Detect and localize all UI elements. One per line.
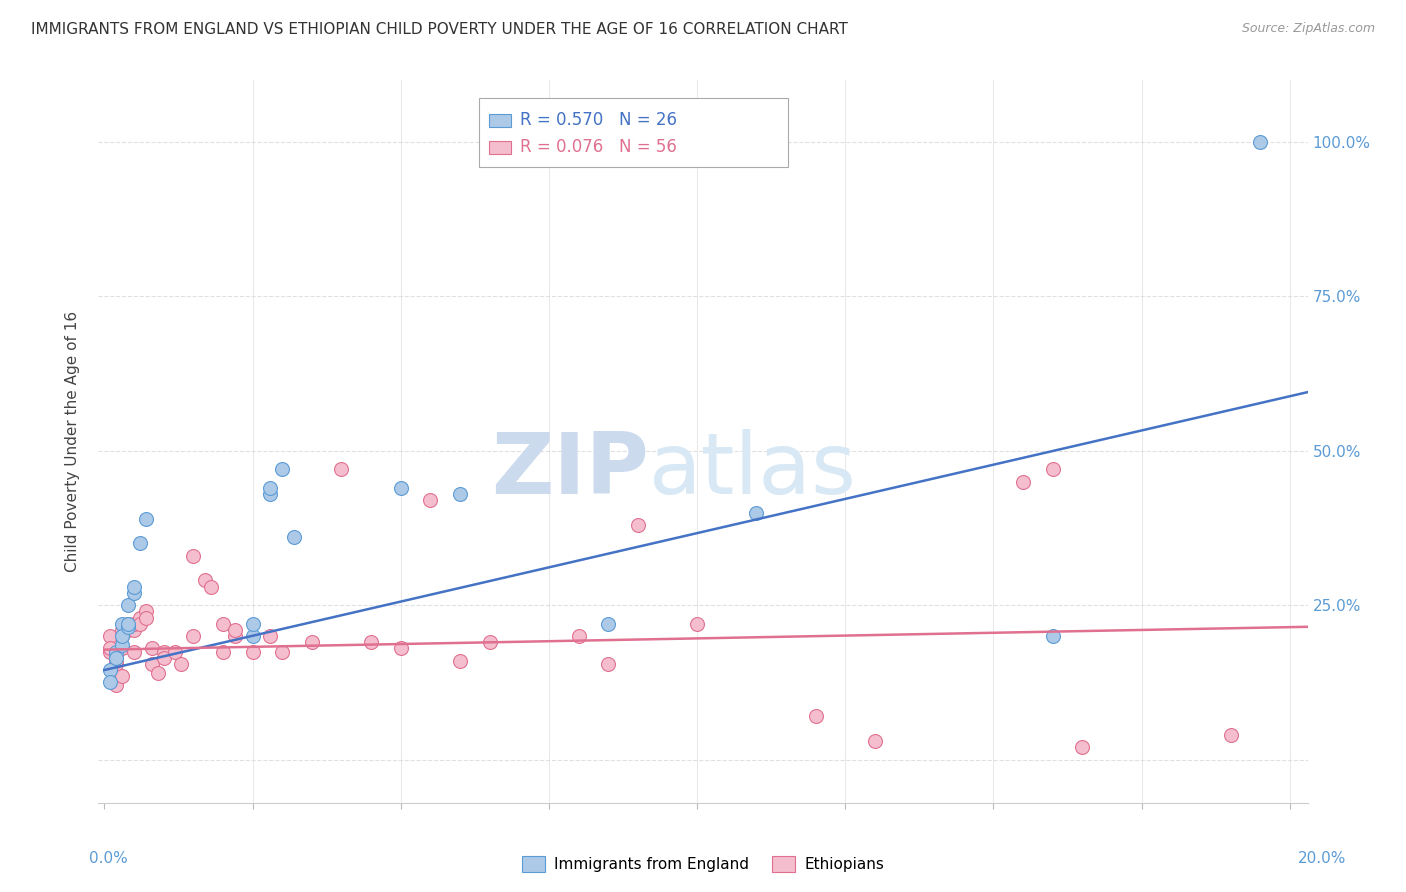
Point: [389, 481, 412, 495]
Text: ZIP: ZIP: [491, 429, 648, 512]
Point: [129, 610, 152, 624]
Point: [122, 623, 145, 637]
Point: [1042, 462, 1064, 476]
Point: [627, 517, 650, 532]
Point: [98, 629, 121, 643]
Point: [745, 506, 768, 520]
Point: [111, 629, 134, 643]
Point: [194, 574, 217, 588]
Point: [122, 616, 145, 631]
Point: [449, 487, 471, 501]
Point: [117, 616, 139, 631]
Point: [141, 641, 163, 656]
Point: [111, 669, 134, 683]
Point: [389, 641, 412, 656]
Point: [1012, 475, 1035, 489]
Point: [135, 512, 157, 526]
Point: [804, 709, 827, 723]
Point: [129, 536, 152, 550]
Point: [111, 638, 134, 652]
Point: [283, 530, 305, 544]
Point: [259, 629, 281, 643]
Point: [212, 644, 235, 658]
Point: [224, 629, 246, 643]
Point: [152, 650, 174, 665]
Point: [165, 644, 187, 658]
Point: [330, 462, 353, 476]
Text: atlas: atlas: [648, 429, 856, 512]
Point: [242, 629, 264, 643]
Point: [105, 657, 128, 671]
Point: [105, 648, 128, 662]
Point: [224, 623, 246, 637]
Point: [122, 580, 145, 594]
Point: [135, 610, 157, 624]
Point: [111, 641, 134, 656]
Point: [111, 623, 134, 637]
Text: R = 0.076   N = 56: R = 0.076 N = 56: [520, 138, 678, 156]
Point: [686, 616, 709, 631]
Point: [200, 580, 222, 594]
Point: [129, 616, 152, 631]
Point: [242, 616, 264, 631]
Point: [98, 641, 121, 656]
Bar: [489, 141, 510, 154]
Point: [122, 586, 145, 600]
Point: [598, 616, 620, 631]
Text: 20.0%: 20.0%: [1298, 851, 1346, 865]
Point: [105, 650, 128, 665]
Point: [105, 654, 128, 668]
Point: [301, 635, 323, 649]
Text: IMMIGRANTS FROM ENGLAND VS ETHIOPIAN CHILD POVERTY UNDER THE AGE OF 16 CORRELATI: IMMIGRANTS FROM ENGLAND VS ETHIOPIAN CHI…: [31, 22, 848, 37]
Point: [98, 675, 121, 690]
Point: [152, 644, 174, 658]
Point: [478, 635, 501, 649]
Bar: [489, 113, 510, 127]
Point: [212, 616, 235, 631]
Point: [360, 635, 382, 649]
Point: [105, 678, 128, 692]
Point: [141, 657, 163, 671]
Text: R = 0.570   N = 26: R = 0.570 N = 26: [520, 111, 678, 129]
Point: [1042, 629, 1064, 643]
Point: [117, 620, 139, 634]
Point: [598, 657, 620, 671]
Point: [135, 604, 157, 618]
Point: [105, 644, 128, 658]
Point: [449, 654, 471, 668]
Point: [863, 734, 886, 748]
Point: [111, 616, 134, 631]
Point: [122, 644, 145, 658]
Point: [271, 644, 294, 658]
Point: [117, 620, 139, 634]
Point: [271, 462, 294, 476]
Point: [242, 644, 264, 658]
Point: [567, 629, 589, 643]
Point: [419, 493, 441, 508]
Point: [259, 481, 281, 495]
Point: [117, 598, 139, 612]
Point: [117, 623, 139, 637]
Y-axis label: Child Poverty Under the Age of 16: Child Poverty Under the Age of 16: [65, 311, 80, 572]
Point: [1249, 135, 1271, 149]
Point: [1219, 728, 1241, 742]
Point: [170, 657, 193, 671]
Point: [181, 549, 204, 563]
Point: [181, 629, 204, 643]
Text: Source: ZipAtlas.com: Source: ZipAtlas.com: [1241, 22, 1375, 36]
Text: 0.0%: 0.0%: [89, 851, 128, 865]
Legend: Immigrants from England, Ethiopians: Immigrants from England, Ethiopians: [516, 850, 890, 879]
Point: [98, 663, 121, 677]
Point: [117, 616, 139, 631]
Point: [146, 666, 169, 681]
Point: [1071, 740, 1094, 755]
FancyBboxPatch shape: [479, 98, 787, 167]
Point: [259, 487, 281, 501]
Point: [98, 644, 121, 658]
Point: [111, 629, 134, 643]
